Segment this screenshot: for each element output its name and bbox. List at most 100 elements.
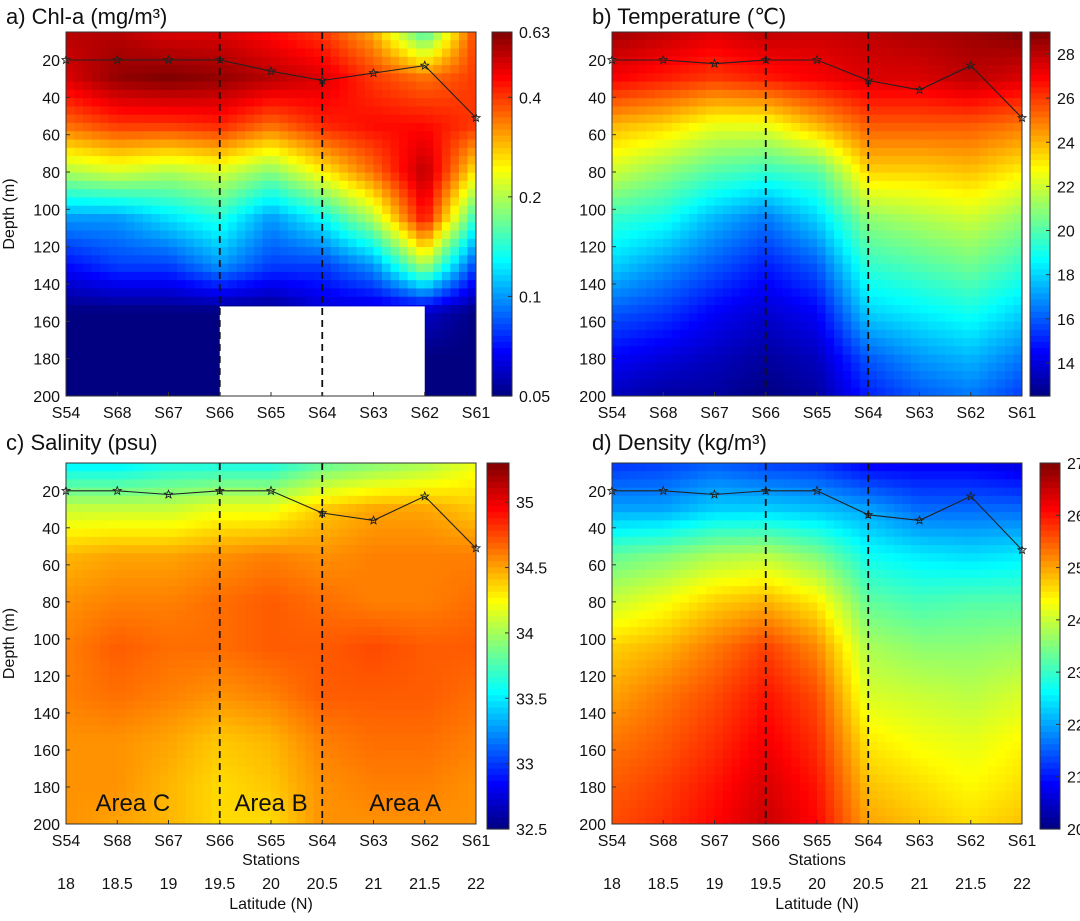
heatmap-cell (825, 230, 835, 240)
heatmap-cell (271, 487, 281, 497)
heatmap-cell (373, 123, 383, 132)
heatmap-cell (731, 81, 741, 91)
heatmap-cell (467, 487, 476, 497)
heatmap-cell (339, 98, 349, 108)
heatmap-cell (467, 98, 476, 108)
heatmap-cell (228, 172, 238, 182)
heatmap-cell (194, 32, 204, 41)
heatmap-cell (629, 230, 639, 240)
heatmap-cell (74, 48, 84, 58)
heatmap-cell (765, 106, 775, 116)
heatmap-cell (953, 329, 963, 339)
heatmap-cell (765, 338, 775, 348)
heatmap-cell (714, 338, 724, 348)
heatmap-cell (782, 56, 793, 66)
heatmap-cell (970, 354, 980, 364)
heatmap-cell (902, 172, 912, 182)
heatmap-cell (211, 354, 221, 364)
heatmap-cell (987, 114, 998, 124)
heatmap-cell (748, 354, 758, 364)
heatmap-cell (612, 189, 622, 199)
heatmap-cell (108, 247, 118, 257)
heatmap-cell (919, 205, 929, 215)
heatmap-cell (322, 40, 332, 50)
heatmap-cell (680, 89, 690, 99)
heatmap-cell (688, 65, 699, 75)
heatmap-cell (885, 89, 895, 99)
heatmap-cell (791, 222, 801, 232)
heatmap-cell (74, 114, 84, 124)
heatmap-cell (868, 65, 878, 75)
heatmap-cell (808, 288, 818, 298)
heatmap-cell (322, 247, 332, 257)
heatmap-cell (416, 65, 426, 75)
heatmap-cell (688, 313, 699, 323)
heatmap-cell (671, 189, 682, 199)
heatmap-cell (142, 89, 153, 99)
colorbar-segment (1030, 159, 1050, 167)
heatmap-cell (168, 371, 178, 381)
heatmap-cell (646, 387, 656, 396)
heatmap-cell (458, 40, 469, 50)
heatmap-cell (347, 528, 358, 538)
ytick-label: 180 (579, 352, 606, 369)
heatmap-cell (347, 487, 358, 497)
heatmap-cell (936, 238, 946, 248)
heatmap-cell (731, 56, 741, 66)
heatmap-cell (928, 40, 938, 50)
heatmap-cell (253, 222, 264, 232)
heatmap-cell (910, 255, 921, 265)
heatmap-cell (339, 131, 349, 141)
heatmap-cell (313, 296, 323, 306)
heatmap-cell (697, 205, 707, 215)
heatmap-cell (159, 40, 170, 50)
colorbar-tick-label: 0.4 (519, 90, 541, 107)
heatmap-cell (467, 65, 476, 75)
heatmap-cell (979, 346, 989, 356)
heatmap-cell (100, 512, 110, 522)
heatmap-cell (774, 271, 784, 281)
heatmap-cell (142, 48, 153, 58)
heatmap-cell (194, 98, 204, 108)
heatmap-cell (83, 32, 93, 41)
heatmap-cell (416, 471, 426, 481)
heatmap-cell (774, 222, 784, 232)
heatmap-cell (620, 313, 630, 323)
heatmap-cell (723, 98, 733, 108)
heatmap-cell (902, 81, 912, 91)
heatmap-cell (125, 296, 136, 306)
heatmap-cell (757, 387, 767, 396)
heatmap-cell (416, 123, 426, 132)
heatmap-cell (663, 354, 673, 364)
heatmap-cell (910, 65, 921, 75)
colorbar-segment (492, 232, 512, 239)
heatmap-cell (66, 40, 76, 50)
heatmap-cell (100, 528, 110, 538)
heatmap-cell (262, 230, 272, 240)
heatmap-cell (339, 280, 349, 290)
heatmap-cell (228, 56, 238, 66)
heatmap-cell (108, 346, 118, 356)
heatmap-cell (142, 387, 153, 396)
colorbar-segment (492, 50, 512, 57)
heatmap-cell (74, 180, 84, 190)
heatmap-cell (902, 123, 912, 132)
heatmap-cell (382, 495, 392, 505)
heatmap-cell (748, 371, 758, 381)
heatmap-cell (134, 156, 144, 166)
heatmap-cell (834, 321, 844, 331)
heatmap-cell (424, 379, 434, 389)
heatmap-cell (928, 114, 938, 124)
heatmap-cell (185, 338, 195, 348)
heatmap-cell (637, 387, 647, 396)
heatmap-cell (765, 81, 775, 91)
heatmap-cell (910, 32, 921, 41)
heatmap-cell (100, 180, 110, 190)
heatmap-cell (450, 305, 460, 314)
heatmap-cell (962, 156, 972, 166)
colorbar-segment (1030, 292, 1050, 300)
heatmap-cell (185, 471, 195, 481)
heatmap-cell (83, 288, 93, 298)
heatmap-cell (142, 271, 153, 281)
heatmap-cell (228, 238, 238, 248)
